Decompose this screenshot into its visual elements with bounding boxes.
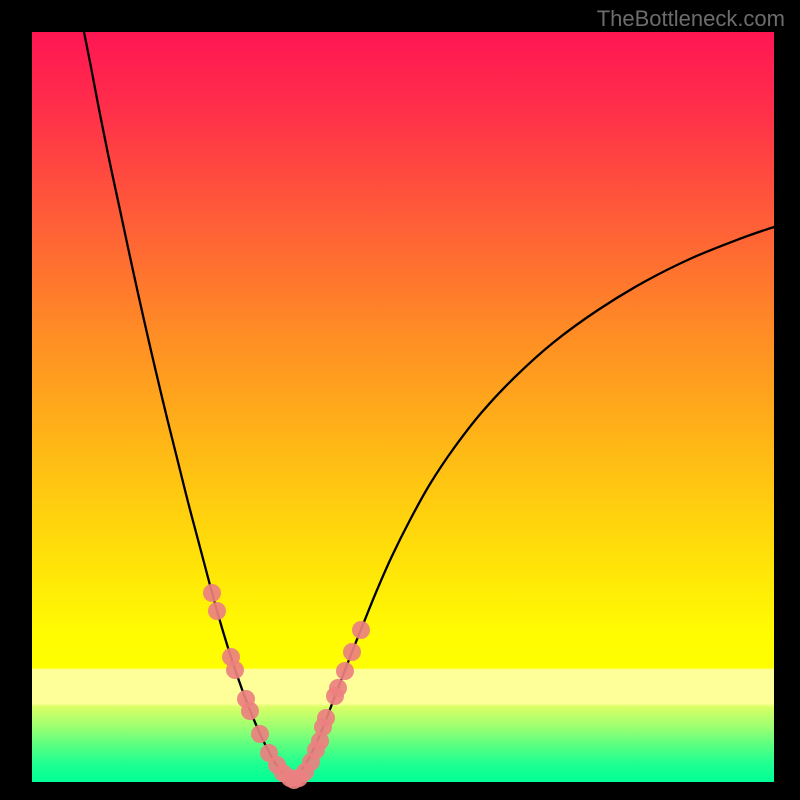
data-marker [251, 725, 269, 743]
watermark-text: TheBottleneck.com [597, 6, 785, 32]
data-marker [343, 643, 361, 661]
data-marker [352, 621, 370, 639]
plot-area [32, 32, 774, 782]
data-marker [208, 602, 226, 620]
data-marker [336, 662, 354, 680]
data-marker [226, 661, 244, 679]
data-marker [317, 709, 335, 727]
bottleneck-curve-layer [32, 32, 774, 782]
bottleneck-curve [84, 32, 774, 780]
data-marker [241, 702, 259, 720]
data-marker [329, 679, 347, 697]
marker-group [203, 584, 370, 789]
data-marker [203, 584, 221, 602]
